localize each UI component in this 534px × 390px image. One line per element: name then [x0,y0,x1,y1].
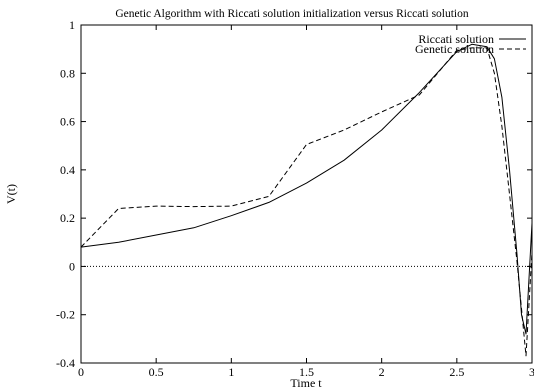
series-line-genetic [80,47,533,357]
x-axis-label: Time t [290,376,322,390]
y-tick-label: -0.2 [56,308,75,322]
legend-label-riccati: Riccati solution [418,32,494,46]
y-axis-label: V(t) [4,184,18,204]
y-tick-label: 0.2 [60,211,75,225]
plot-frame [80,24,533,364]
x-tick-label: 1 [228,365,234,379]
y-tick-label: 0 [69,259,75,273]
y-tick-label: 0.8 [60,66,75,80]
x-tick-label: 2.5 [449,365,464,379]
series-lines [80,43,533,357]
x-tick-labels: 0 0.5 1 1.5 2 2.5 3 [78,365,534,379]
y-tick-labels: -0.4 -0.2 0 0.2 0.4 0.6 0.8 1 [56,18,75,370]
tick-marks [80,24,533,364]
x-tick-label: 1.5 [299,365,314,379]
y-tick-label: -0.4 [56,356,75,370]
series-line-riccati [80,43,533,335]
chart-title: Genetic Algorithm with Riccati solution … [115,8,468,20]
x-tick-label: 2 [379,365,385,379]
x-tick-label: 0.5 [149,365,164,379]
y-tick-label: 0.4 [60,163,75,177]
legend-label-genetic: Genetic solution [415,42,494,56]
y-tick-label: 1 [69,18,75,32]
y-tick-label: 0.6 [60,115,75,129]
legend: Riccati solution Genetic solution [415,32,526,56]
x-tick-label: 0 [78,365,84,379]
x-tick-label: 3 [529,365,534,379]
